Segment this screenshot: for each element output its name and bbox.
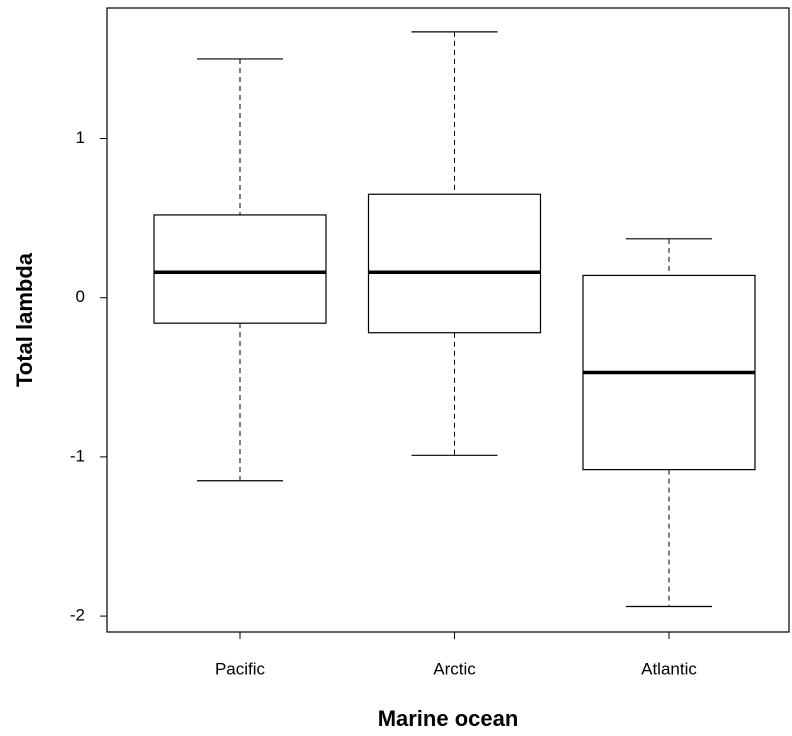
x-tick-label: Arctic — [433, 659, 476, 678]
x-tick-label: Atlantic — [641, 659, 697, 678]
y-tick-label: 0 — [76, 287, 85, 306]
box — [367, 193, 542, 334]
y-tick-label: -2 — [70, 606, 85, 625]
x-axis-label: Marine ocean — [378, 706, 519, 731]
y-tick-label: -1 — [70, 446, 85, 465]
y-tick-label: 1 — [76, 128, 85, 147]
box — [153, 214, 327, 324]
plot-frame — [106, 7, 790, 633]
y-axis-label: Total lambda — [12, 252, 37, 387]
x-tick-label: Pacific — [215, 659, 266, 678]
